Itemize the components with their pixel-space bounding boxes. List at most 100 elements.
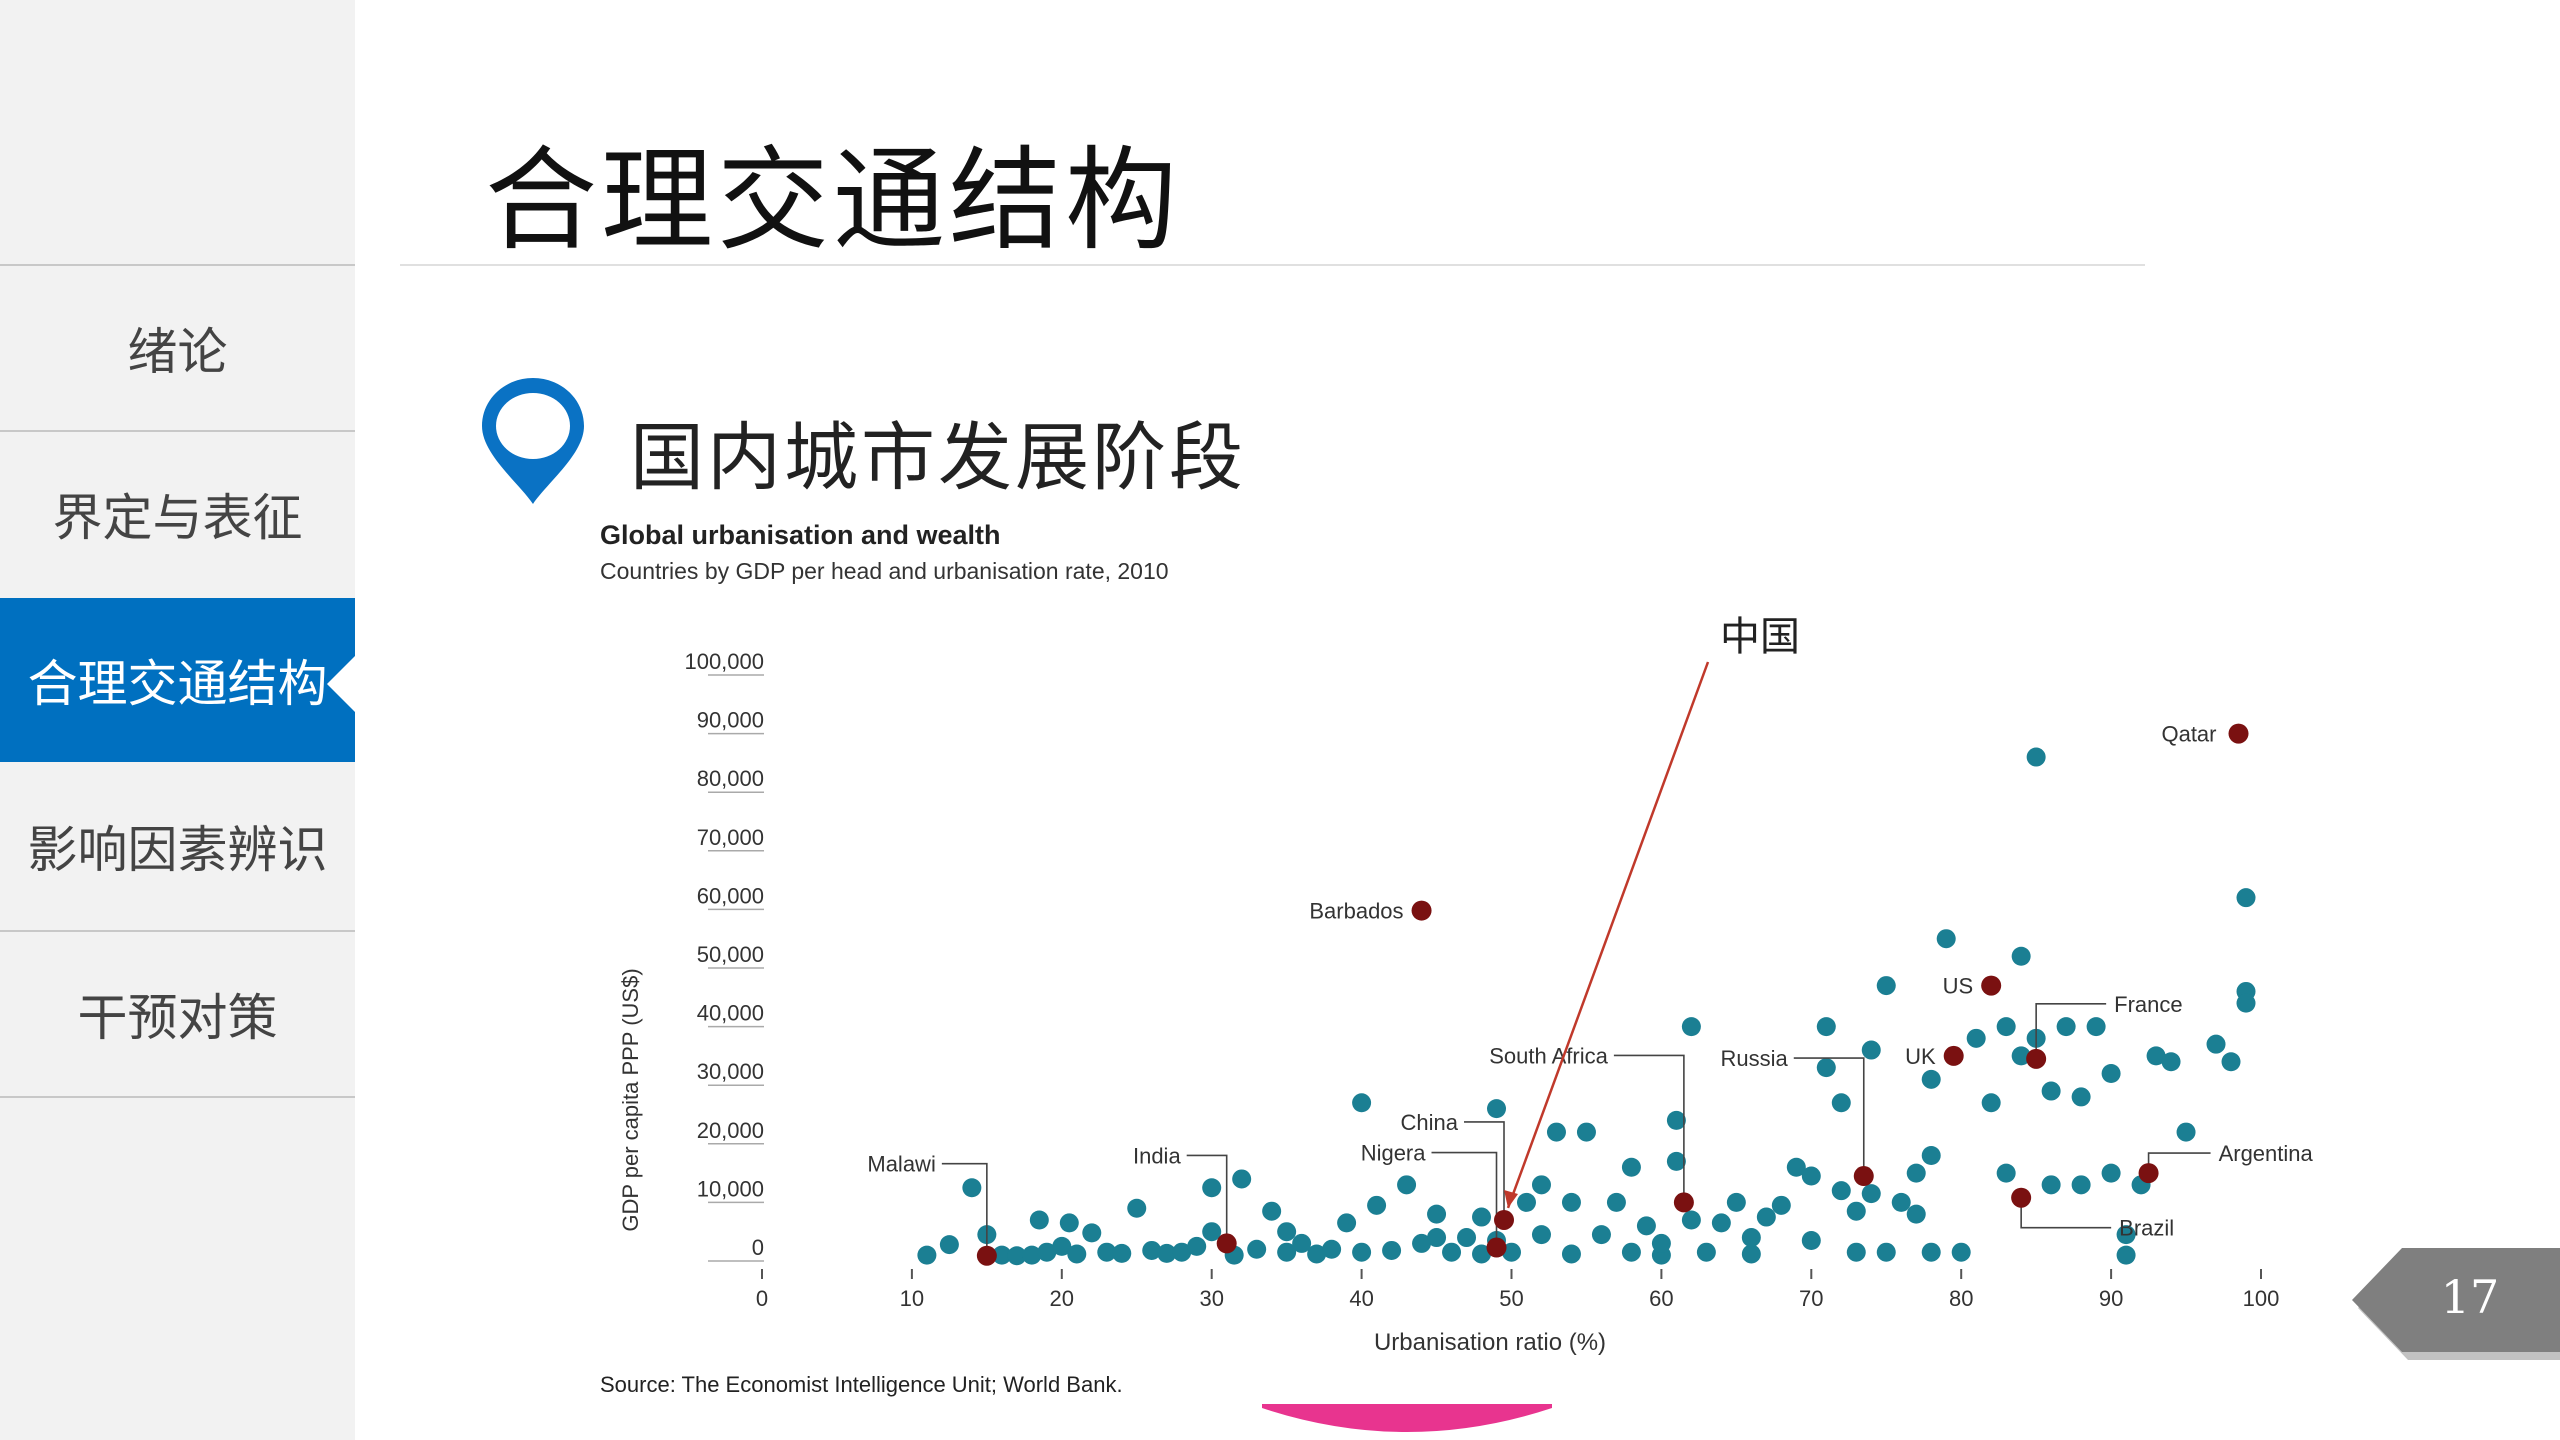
data-point bbox=[1621, 1157, 1641, 1177]
highlighted-point bbox=[1216, 1233, 1237, 1254]
data-point bbox=[1307, 1244, 1327, 1264]
y-tick-label: 10,000 bbox=[697, 1176, 764, 1201]
data-point bbox=[1936, 929, 1956, 949]
data-point bbox=[1561, 1244, 1581, 1264]
y-tick-label: 40,000 bbox=[697, 1001, 764, 1026]
data-point bbox=[1157, 1243, 1177, 1263]
data-point bbox=[1172, 1242, 1192, 1262]
sidebar-item-label: 绪论 bbox=[127, 323, 228, 381]
y-tick-label: 70,000 bbox=[697, 825, 764, 850]
data-point bbox=[1681, 1210, 1701, 1230]
highlighted-point bbox=[1981, 975, 2002, 996]
x-tick-label: 50 bbox=[1499, 1286, 1523, 1311]
data-point bbox=[1427, 1228, 1447, 1248]
data-point bbox=[1007, 1246, 1027, 1266]
annotation-arrow-line bbox=[1506, 661, 1710, 1209]
data-point bbox=[2116, 1225, 2136, 1245]
data-point bbox=[939, 1235, 959, 1255]
annotation-label: 中国 bbox=[1720, 614, 1800, 660]
highlighted-point bbox=[1494, 1209, 1515, 1230]
x-tick-label: 80 bbox=[1949, 1286, 1973, 1311]
x-tick-label: 100 bbox=[2243, 1286, 2280, 1311]
data-point bbox=[1187, 1236, 1207, 1256]
sidebar-item-label: 影响因素辨识 bbox=[27, 821, 328, 879]
data-point bbox=[1457, 1228, 1477, 1248]
data-point bbox=[1666, 1151, 1686, 1171]
data-point bbox=[1352, 1093, 1372, 1113]
callout-label: India bbox=[1133, 1143, 1181, 1168]
data-point bbox=[2206, 1034, 2226, 1054]
data-point bbox=[1921, 1069, 1941, 1089]
sidebar-item-definition[interactable]: 界定与表征 bbox=[0, 432, 355, 596]
data-point bbox=[1322, 1239, 1342, 1259]
data-point bbox=[1996, 1163, 2016, 1183]
callout-leader bbox=[2035, 1003, 2107, 1059]
data-point bbox=[1262, 1201, 1282, 1221]
data-point bbox=[1112, 1243, 1132, 1263]
annotation-arrow-head bbox=[1504, 1189, 1519, 1208]
highlighted-point bbox=[1411, 900, 1432, 921]
data-point bbox=[1846, 1201, 1866, 1221]
data-point bbox=[1427, 1204, 1447, 1224]
sidebar-item-measures[interactable]: 干预对策 bbox=[0, 932, 355, 1096]
callout-label: Argentina bbox=[2219, 1141, 2314, 1166]
section-title: 国内城市发展阶段 bbox=[630, 415, 1246, 501]
sidebar-item-introduction[interactable]: 绪论 bbox=[0, 266, 355, 430]
callout-leader bbox=[1464, 1121, 1505, 1220]
y-tick-label: 90,000 bbox=[697, 708, 764, 733]
data-point bbox=[1726, 1192, 1746, 1212]
chart-subtitle: Countries by GDP per head and urbanisati… bbox=[600, 558, 1169, 584]
x-tick-label: 40 bbox=[1349, 1286, 1373, 1311]
data-point bbox=[1591, 1225, 1611, 1245]
data-point bbox=[2011, 946, 2031, 966]
highlighted-point bbox=[1943, 1045, 1964, 1066]
data-point bbox=[962, 1178, 982, 1198]
data-point bbox=[1337, 1213, 1357, 1233]
data-point bbox=[1741, 1228, 1761, 1248]
data-point bbox=[2071, 1087, 2091, 1107]
data-point bbox=[1681, 1017, 1701, 1037]
data-point bbox=[2056, 1017, 2076, 1037]
sidebar-item-factors[interactable]: 影响因素辨识 bbox=[0, 764, 355, 928]
data-point bbox=[1816, 1017, 1836, 1037]
data-point bbox=[992, 1245, 1012, 1265]
data-point bbox=[1472, 1244, 1492, 1264]
data-point bbox=[1247, 1239, 1267, 1259]
data-point bbox=[1352, 1242, 1372, 1262]
nav-divider bbox=[0, 1096, 355, 1098]
data-point bbox=[1861, 1184, 1881, 1204]
sidebar: 绪论 界定与表征 合理交通结构 影响因素辨识 干预对策 bbox=[0, 0, 355, 1440]
data-point bbox=[1502, 1242, 1521, 1262]
nav-divider bbox=[0, 930, 355, 932]
data-point bbox=[1966, 1028, 1986, 1048]
data-point bbox=[1696, 1242, 1716, 1262]
data-point bbox=[1711, 1213, 1731, 1233]
scatter-chart: Global urbanisation and wealth Countries… bbox=[600, 520, 2314, 1397]
sidebar-item-traffic-structure[interactable]: 合理交通结构 bbox=[0, 598, 355, 762]
x-axis-label: Urbanisation ratio (%) bbox=[1374, 1329, 1606, 1356]
data-point bbox=[2026, 747, 2046, 767]
y-axis-label: GDP per capita PPP (US$) bbox=[618, 968, 643, 1231]
country-callouts: Malawi India Nigera China South Africa Russia… bbox=[867, 722, 2314, 1266]
data-point bbox=[1546, 1122, 1566, 1142]
data-point bbox=[1142, 1240, 1162, 1260]
data-point bbox=[1921, 1242, 1941, 1262]
x-tick-label: 10 bbox=[900, 1286, 924, 1311]
x-tick-label: 70 bbox=[1799, 1286, 1823, 1311]
data-point bbox=[1576, 1122, 1596, 1142]
callout-leader bbox=[2020, 1197, 2112, 1229]
data-point bbox=[1621, 1242, 1641, 1262]
data-point bbox=[1981, 1093, 2001, 1113]
callout-label: US bbox=[1943, 974, 1974, 999]
data-point bbox=[1472, 1207, 1492, 1227]
highlighted-point bbox=[2026, 1048, 2047, 1069]
data-point bbox=[1831, 1093, 1851, 1113]
x-tick-label: 30 bbox=[1199, 1286, 1223, 1311]
sidebar-item-label: 合理交通结构 bbox=[27, 655, 328, 713]
data-point bbox=[1651, 1233, 1671, 1253]
data-points bbox=[917, 747, 2256, 1266]
data-point bbox=[2101, 1063, 2121, 1083]
data-point bbox=[2236, 888, 2256, 908]
callout-leader bbox=[1613, 1054, 1685, 1203]
callout-label: UK bbox=[1905, 1044, 1936, 1069]
